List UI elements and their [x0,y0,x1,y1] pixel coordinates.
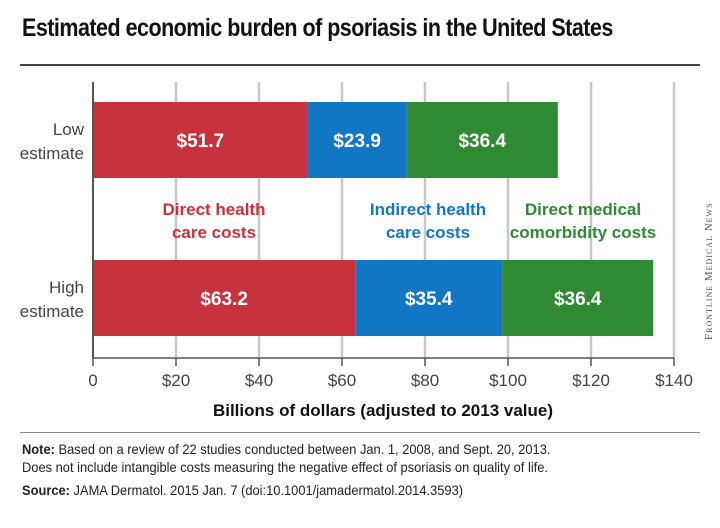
data-label: $35.4 [405,289,453,310]
bar-segment-comorbidity [502,260,654,336]
source-text: JAMA Dermatol. 2015 Jan. 7 (doi:10.1001/… [73,482,464,498]
chart-title: Estimated economic burden of psoriasis i… [22,14,613,42]
x-tick-label: $120 [572,371,610,390]
category-label: estimate [20,144,84,163]
bar-segment-direct [93,102,308,178]
data-label: $23.9 [333,131,381,152]
x-tick-label: $80 [411,371,439,390]
x-tick-label: $20 [162,371,190,390]
legend-label-comorbidity: comorbidity costs [510,223,656,242]
bar-segment-comorbidity [406,102,558,178]
note: Note: Based on a review of 22 studies co… [22,440,648,476]
x-axis-label: Billions of dollars (adjusted to 2013 va… [213,401,553,420]
x-tick-label: $140 [655,371,693,390]
legend-label-direct: care costs [172,223,256,242]
note-label: Note: [22,441,55,457]
footnotes: Note: Based on a review of 22 studies co… [22,440,648,499]
legend-label-indirect: Indirect health [370,200,486,219]
stacked-bar-chart: $51.7 $23.9 $36.4 Low estimate $63.2 $35.4 $36.… [20,82,693,420]
source-label: Source: [22,482,70,498]
data-label: $36.4 [458,131,506,152]
x-tick-label: $100 [489,371,527,390]
category-label: High [49,278,84,297]
footer-rule [20,432,700,433]
x-tick-label: 0 [88,371,97,390]
note-line-2: Does not include intangible costs measur… [22,459,549,475]
bar-segment-direct [93,260,356,336]
publisher-credit: Frontline Medical News [703,202,715,340]
title-rule [20,64,700,66]
data-label: $36.4 [554,289,602,310]
note-line-1: Based on a review of 22 studies conducte… [58,441,551,457]
legend-label-indirect: care costs [386,223,470,242]
x-tick-label: $60 [328,371,356,390]
bar-segment-indirect [307,102,407,178]
data-label: $51.7 [177,131,225,152]
legend-label-comorbidity: Direct medical [525,200,641,219]
x-tick-label: $40 [245,371,273,390]
legend-label-direct: Direct health [163,200,266,219]
source: Source: JAMA Dermatol. 2015 Jan. 7 (doi:… [22,481,648,499]
category-label: estimate [20,302,84,321]
data-label: $63.2 [200,289,248,310]
category-label: Low [53,120,85,139]
bar-segment-indirect [355,260,503,336]
